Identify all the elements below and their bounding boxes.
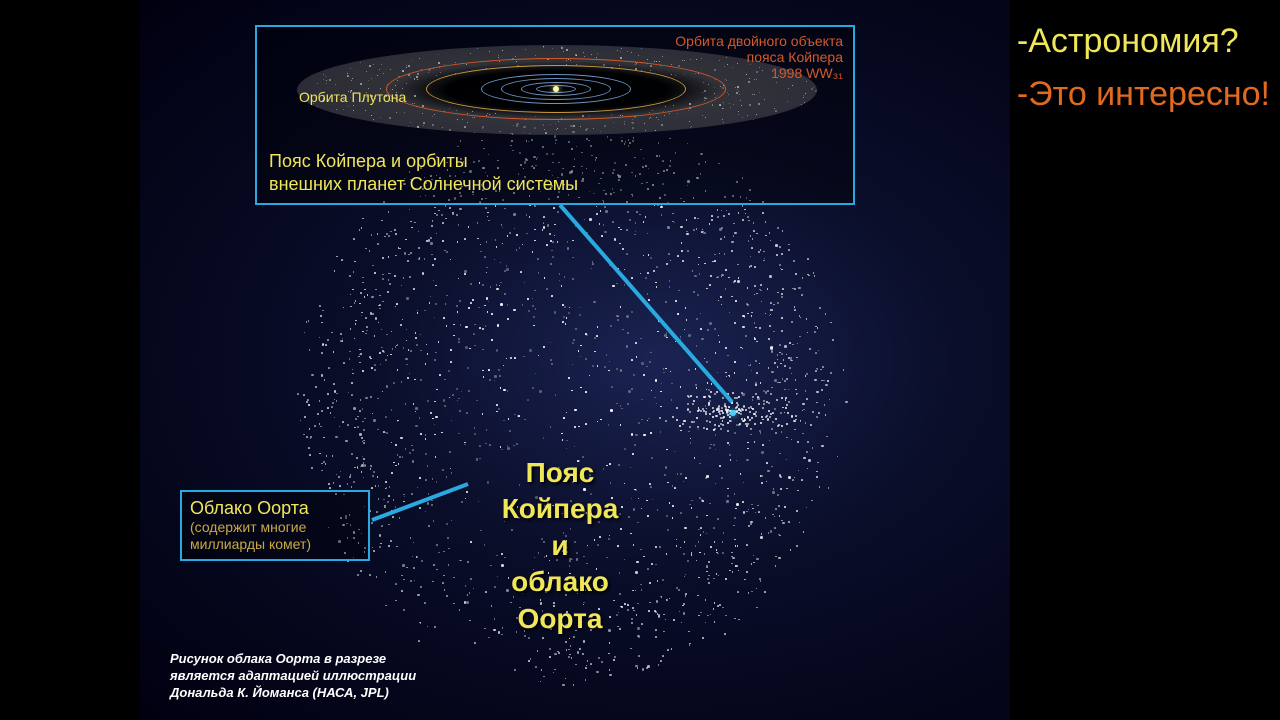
headline-line1: -Астрономия?	[1017, 22, 1270, 61]
credit-l3: Дональда К. Йоманса (НАСА, JPL)	[170, 685, 416, 702]
ww31-line3: 1998 WW₃₁	[675, 65, 843, 81]
oort-box-title: Облако Оорта	[190, 498, 360, 519]
inner-system-marker	[730, 410, 736, 416]
center-title-l4: облако	[460, 564, 660, 600]
inset-caption: Пояс Койпера и орбиты внешних планет Сол…	[269, 150, 578, 195]
credit-text: Рисунок облака Оорта в разрезе является …	[170, 651, 416, 702]
headline: -Астрономия? -Это интересно!	[1017, 22, 1270, 114]
center-title-l5: Оорта	[460, 601, 660, 637]
credit-l2: является адаптацией иллюстрации	[170, 668, 416, 685]
ww31-line1: Орбита двойного объекта	[675, 33, 843, 49]
inset-caption-line2: внешних планет Солнечной системы	[269, 173, 578, 196]
center-title-l3: и	[460, 528, 660, 564]
credit-l1: Рисунок облака Оорта в разрезе	[170, 651, 416, 668]
center-title-l1: Пояс	[460, 455, 660, 491]
inset-caption-line1: Пояс Койпера и орбиты	[269, 150, 578, 173]
headline-line2: -Это интересно!	[1017, 75, 1270, 114]
ww31-label: Орбита двойного объекта пояса Койпера 19…	[675, 33, 843, 81]
pluto-orbit-label: Орбита Плутона	[299, 89, 406, 105]
center-title-l2: Койпера	[460, 491, 660, 527]
oort-box-subtitle: (содержит многие миллиарды комет)	[190, 519, 360, 553]
oort-label-box: Облако Оорта (содержит многие миллиарды …	[180, 490, 370, 561]
sun-icon	[553, 86, 559, 92]
center-title: Пояс Койпера и облако Оорта	[460, 455, 660, 637]
ww31-line2: пояса Койпера	[675, 49, 843, 65]
kuiper-inset-panel: Орбита Плутона Орбита двойного объекта п…	[255, 25, 855, 205]
